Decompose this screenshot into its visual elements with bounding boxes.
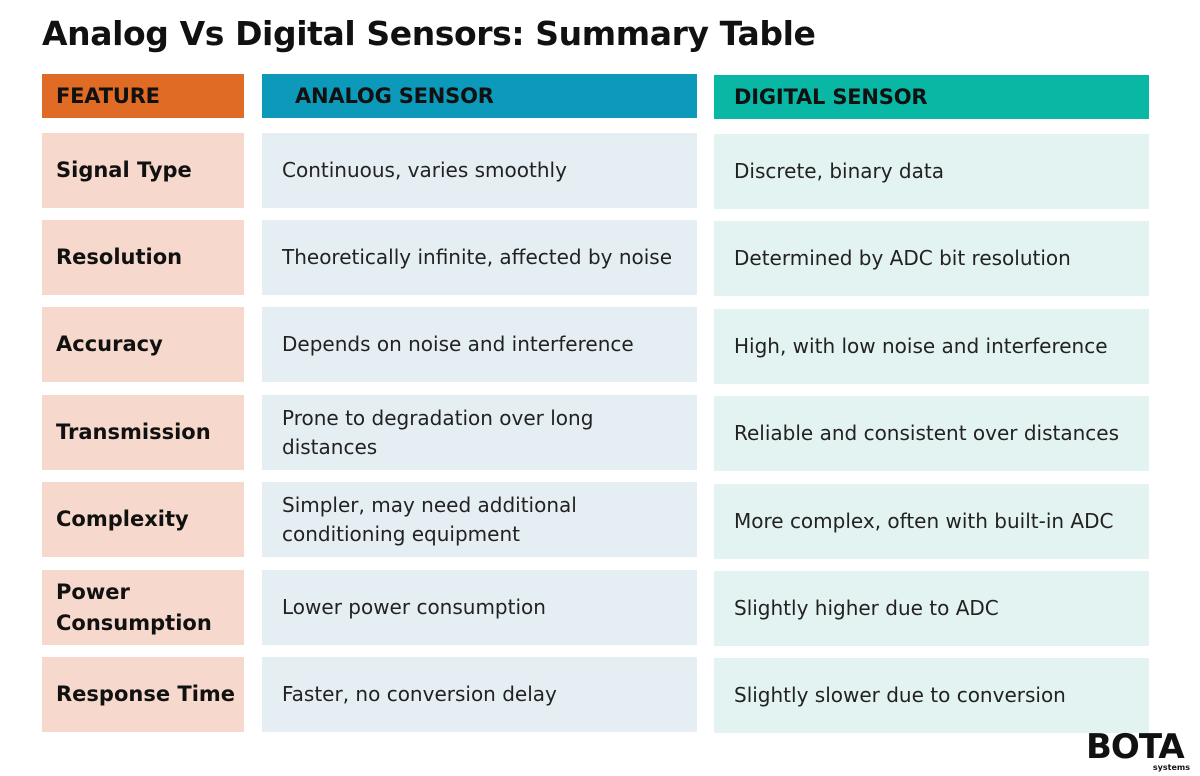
analog-cell: Simpler, may need additional conditionin… [262,482,697,557]
page-title: Analog Vs Digital Sensors: Summary Table [42,14,816,53]
digital-cell: Discrete, binary data [714,134,1149,209]
feature-cell: Power Consumption [42,570,244,645]
analog-cell: Faster, no conversion delay [262,657,697,732]
logo-wordmark: BOTA [1086,727,1185,767]
digital-cell: Reliable and consistent over distances [714,396,1149,471]
feature-cell: Resolution [42,220,244,295]
digital-cell: More complex, often with built-in ADC [714,484,1149,559]
analog-cell: Continuous, varies smoothly [262,133,697,208]
analog-column-header: ANALOG SENSOR [262,74,697,118]
feature-cell: Signal Type [42,133,244,208]
feature-cell: Response Time [42,657,244,732]
analog-cell: Theoretically infinite, affected by nois… [262,220,697,295]
analog-cell: Lower power consumption [262,570,697,645]
feature-column-header: FEATURE [42,74,244,118]
digital-cell: Slightly slower due to conversion [714,658,1149,733]
digital-cell: Slightly higher due to ADC [714,571,1149,646]
analog-cell: Prone to degradation over long distances [262,395,697,470]
logo-subtitle: systems [1152,763,1190,772]
feature-cell: Complexity [42,482,244,557]
feature-cell: Transmission [42,395,244,470]
digital-cell: High, with low noise and interference [714,309,1149,384]
bota-logo: BOTA systems [1086,730,1196,774]
digital-cell: Determined by ADC bit resolution [714,221,1149,296]
analog-cell: Depends on noise and interference [262,307,697,382]
digital-column-header: DIGITAL SENSOR [714,75,1149,119]
feature-cell: Accuracy [42,307,244,382]
